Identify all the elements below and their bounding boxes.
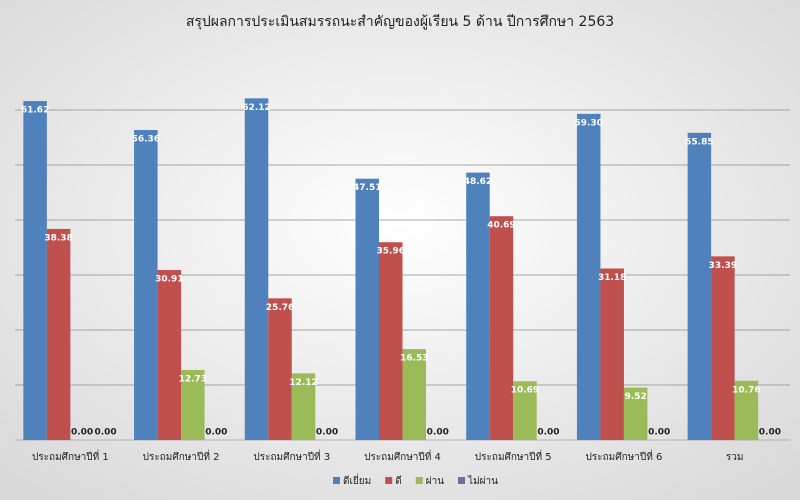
legend-marker xyxy=(458,477,466,484)
bar xyxy=(291,373,316,440)
bar xyxy=(181,369,205,440)
bar xyxy=(489,216,514,440)
value-label: 61.62 xyxy=(21,106,49,116)
bar xyxy=(711,256,735,440)
value-label: 0.00 xyxy=(648,428,670,438)
legend-marker xyxy=(385,477,393,484)
value-label: 56.36 xyxy=(132,135,160,145)
bar xyxy=(355,178,379,440)
value-label: 9.52 xyxy=(625,392,647,402)
x-tick-label: ประถมศึกษาปีที่ 6 xyxy=(586,449,663,463)
x-tick-label: ประถมศึกษาปีที่ 3 xyxy=(253,449,330,463)
value-label: 25.76 xyxy=(266,303,294,313)
value-label: 47.51 xyxy=(353,183,381,193)
value-label: 0.00 xyxy=(316,428,338,438)
value-label: 0.00 xyxy=(537,428,559,438)
value-label: 0.00 xyxy=(71,428,93,438)
x-tick-label: ประถมศึกษาปีที่ 1 xyxy=(32,449,109,463)
bar xyxy=(734,380,759,440)
value-label: 40.69 xyxy=(487,221,515,231)
bar xyxy=(402,349,426,440)
value-label: 35.96 xyxy=(377,247,405,257)
x-tick-label: ประถมศึกษาปีที่ 5 xyxy=(475,449,552,463)
bar xyxy=(134,130,158,440)
legend-label: ดี xyxy=(395,475,402,487)
x-tick-label: รวม xyxy=(726,452,744,463)
value-label: 12.12 xyxy=(289,378,317,388)
bar xyxy=(244,98,269,440)
legend-label: ผ่าน xyxy=(426,476,444,487)
bar xyxy=(623,387,648,440)
bar xyxy=(687,132,712,440)
bar xyxy=(157,269,182,440)
value-label: 12.73 xyxy=(179,374,207,384)
bar xyxy=(23,101,47,440)
value-label: 33.39 xyxy=(709,261,737,271)
legend-marker xyxy=(333,477,340,484)
value-label: 10.76 xyxy=(732,385,760,395)
value-label: 55.85 xyxy=(685,137,713,147)
bar xyxy=(46,228,71,440)
value-label: 62.12 xyxy=(242,103,270,113)
value-label: 0.00 xyxy=(205,428,227,438)
value-label: 0.00 xyxy=(94,428,116,438)
value-label: 0.00 xyxy=(427,428,449,438)
value-label: 30.91 xyxy=(155,274,183,284)
legend-marker xyxy=(415,477,423,484)
bar xyxy=(600,268,624,440)
value-label: 0.00 xyxy=(759,428,781,438)
value-label: 38.38 xyxy=(44,233,72,243)
bar xyxy=(379,242,403,440)
legend-label: ดีเยี่ยม xyxy=(343,473,371,487)
bar xyxy=(268,298,292,440)
bar xyxy=(576,113,601,440)
chart-title: สรุปผลการประเมินสมรรถนะสำคัญของผู้เรียน … xyxy=(186,14,614,30)
legend-label: ไม่ผ่าน xyxy=(467,475,498,487)
value-label: 48.62 xyxy=(464,177,492,187)
value-label: 59.30 xyxy=(574,118,602,128)
value-label: 16.53 xyxy=(400,354,428,364)
bar xyxy=(513,381,537,440)
x-tick-label: ประถมศึกษาปีที่ 4 xyxy=(364,449,441,463)
x-tick-label: ประถมศึกษาปีที่ 2 xyxy=(143,449,220,463)
bar xyxy=(466,172,490,440)
value-label: 31.18 xyxy=(598,273,626,283)
value-label: 10.69 xyxy=(511,386,539,396)
